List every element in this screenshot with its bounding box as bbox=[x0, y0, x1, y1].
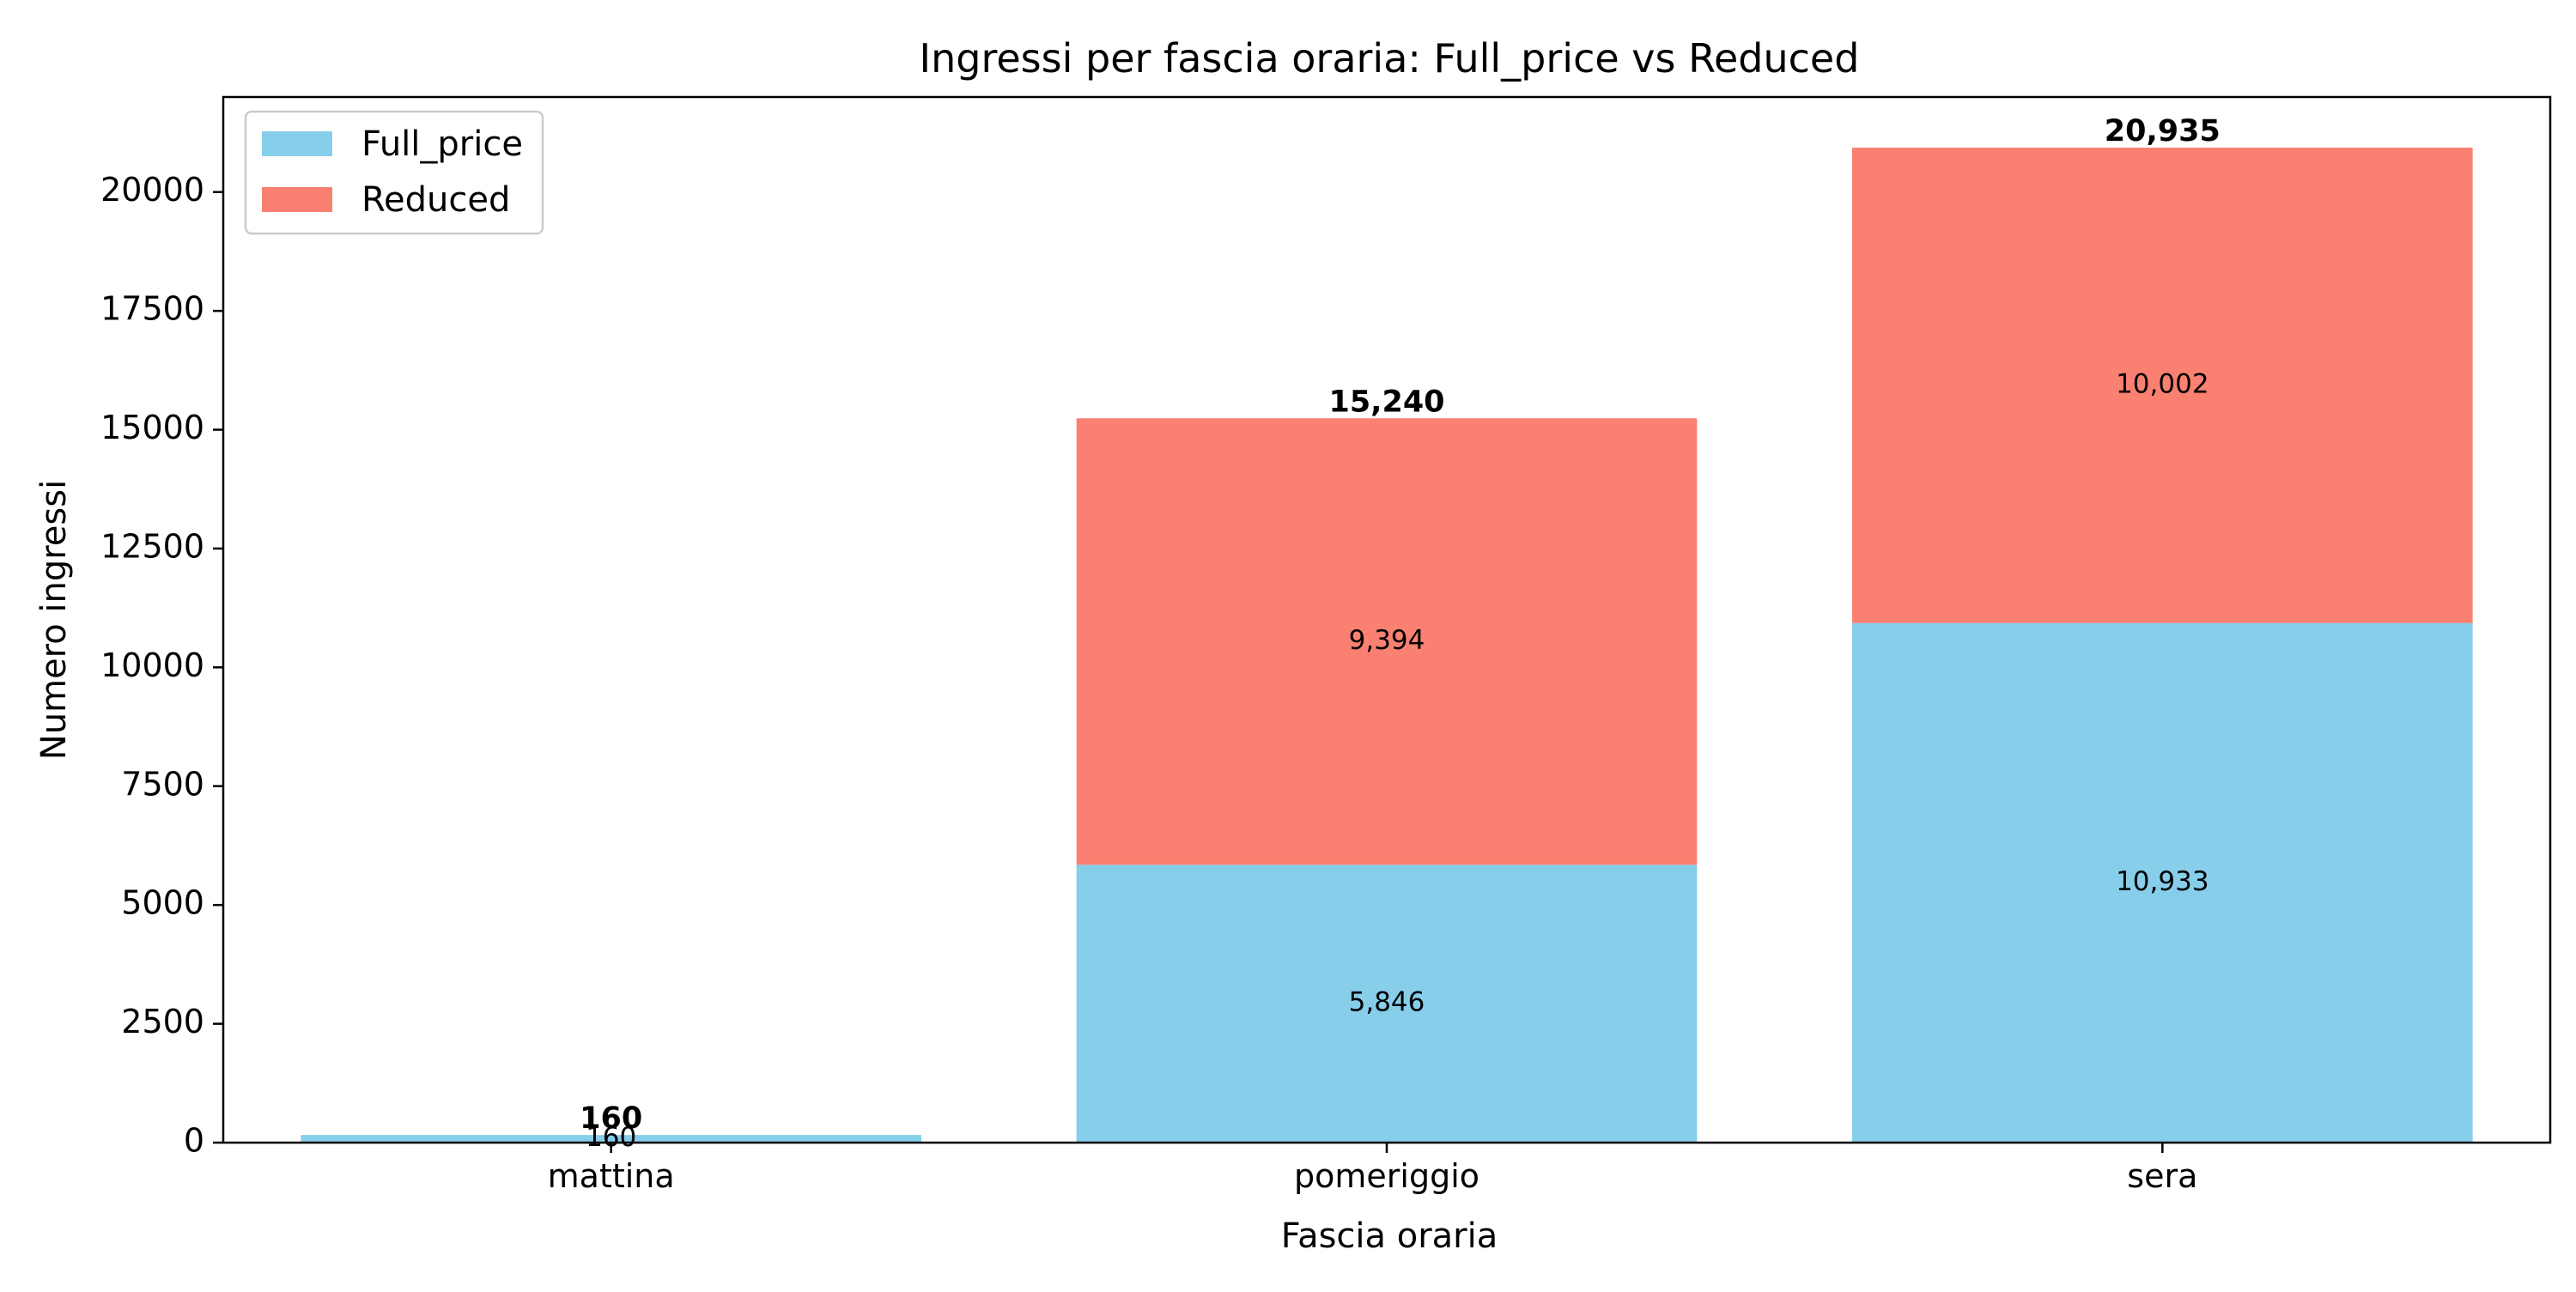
segment-label-reduced-pomeriggio: 9,394 bbox=[1349, 625, 1425, 656]
total-label-sera: 20,935 bbox=[2105, 114, 2221, 149]
y-tick-label: 10000 bbox=[100, 646, 204, 684]
y-tick-label: 15000 bbox=[100, 409, 204, 446]
legend-swatch-reduced bbox=[262, 187, 332, 212]
legend-swatch-full-price bbox=[262, 131, 332, 156]
segment-label-full-price-sera: 10,933 bbox=[2116, 866, 2208, 897]
total-label-mattina: 160 bbox=[580, 1101, 642, 1136]
y-tick-label: 17500 bbox=[100, 290, 204, 328]
y-tick-label: 12500 bbox=[100, 527, 204, 565]
total-label-pomeriggio: 15,240 bbox=[1328, 385, 1444, 419]
segment-label-reduced-sera: 10,002 bbox=[2116, 368, 2208, 399]
y-axis-label: Numero ingressi bbox=[34, 480, 74, 760]
x-axis: mattina pomeriggio sera bbox=[548, 1143, 2197, 1195]
x-tick-label-mattina: mattina bbox=[548, 1157, 675, 1195]
bar-full-price-mattina bbox=[301, 1135, 921, 1143]
legend: Full_price Reduced bbox=[244, 110, 544, 235]
y-tick-label: 2500 bbox=[121, 1003, 204, 1040]
y-tick-label: 0 bbox=[184, 1122, 204, 1160]
plot-area-frame bbox=[222, 95, 2552, 1144]
y-tick-label: 20000 bbox=[100, 171, 204, 209]
y-tick-label: 7500 bbox=[121, 765, 204, 803]
bar-reduced-sera bbox=[1852, 147, 2473, 623]
y-tick-label: 5000 bbox=[121, 884, 204, 922]
bar-reduced-pomeriggio bbox=[1076, 418, 1698, 865]
x-tick-label-pomeriggio: pomeriggio bbox=[1294, 1157, 1479, 1195]
segment-label-full-price-pomeriggio: 5,846 bbox=[1349, 987, 1425, 1018]
bar-full-price-sera bbox=[1852, 622, 2473, 1143]
y-axis: 0 2500 5000 7500 10000 12500 15000 17500 20000 bbox=[100, 171, 223, 1160]
legend-label-reduced: Reduced bbox=[361, 180, 510, 220]
x-tick-label-sera: sera bbox=[2127, 1157, 2197, 1195]
x-axis-label: Fascia oraria bbox=[1281, 1216, 1498, 1256]
bar-full-price-pomeriggio bbox=[1076, 864, 1698, 1143]
bars-layer bbox=[301, 147, 2473, 1143]
legend-label-full-price: Full_price bbox=[361, 124, 523, 164]
chart-title: Ingressi per fascia oraria: Full_price v… bbox=[920, 35, 1860, 82]
